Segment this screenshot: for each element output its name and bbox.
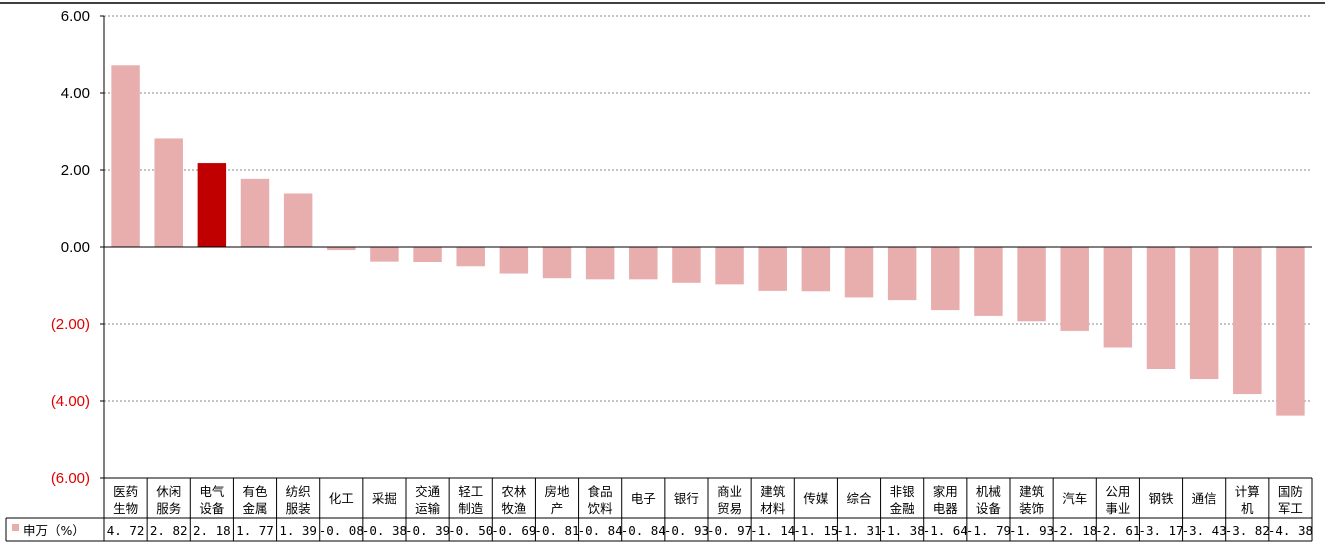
category-label: 建筑材料	[760, 484, 786, 516]
bar	[1017, 247, 1046, 322]
y-tick-label: 0.00	[61, 239, 90, 256]
value-label: -1. 64	[923, 523, 968, 538]
category-label: 农林牧渔	[501, 484, 527, 516]
y-tick-label: (4.00)	[51, 393, 90, 410]
value-label: -1. 93	[1009, 523, 1054, 538]
axes	[100, 15, 1312, 479]
category-label: 家用电器	[933, 484, 959, 516]
value-label: -0. 50	[448, 523, 493, 538]
y-tick-label: 2.00	[61, 162, 90, 179]
value-label: -0. 81	[534, 523, 579, 538]
bar	[1060, 247, 1089, 331]
category-label: 化工	[329, 491, 354, 506]
category-label: 电气设备	[199, 484, 225, 516]
y-tick-label: (6.00)	[51, 470, 90, 487]
bar	[111, 65, 140, 247]
value-label: -2. 18	[1052, 523, 1097, 538]
bar	[844, 247, 874, 298]
bar	[758, 247, 787, 291]
category-label: 商业贸易	[717, 484, 742, 516]
bar	[370, 247, 399, 262]
value-label: -0. 93	[664, 523, 709, 538]
category-label: 纺织服装	[286, 484, 311, 516]
value-label: -4. 38	[1268, 523, 1313, 538]
value-label: 2. 18	[193, 523, 231, 538]
category-label: 汽车	[1062, 491, 1087, 506]
bar	[585, 247, 615, 280]
bar	[197, 163, 227, 247]
gridlines	[104, 15, 1312, 402]
bar	[629, 247, 658, 280]
value-label: -1. 15	[793, 523, 838, 538]
category-label: 钢铁	[1148, 491, 1174, 506]
category-label: 交通运输	[415, 484, 441, 516]
category-label: 计算机	[1235, 484, 1260, 516]
value-label: 2. 82	[150, 523, 188, 538]
value-label: 1. 39	[279, 523, 317, 538]
category-label: 机械设备	[976, 484, 1002, 516]
category-label: 公用事业	[1105, 484, 1130, 516]
category-label: 有色金属	[242, 484, 268, 516]
value-label: -0. 39	[405, 523, 450, 538]
bar	[887, 247, 917, 301]
category-label: 通信	[1192, 491, 1217, 506]
category-label: 休闲服务	[156, 484, 181, 516]
bar	[456, 247, 485, 267]
bar	[154, 138, 183, 247]
bar	[1276, 247, 1305, 416]
category-label: 银行	[674, 491, 699, 506]
category-label: 食品饮料	[588, 484, 614, 516]
legend-swatch	[12, 524, 19, 531]
value-label: -3. 82	[1225, 523, 1270, 538]
category-label: 建筑装饰	[1019, 484, 1045, 516]
value-label: -2. 61	[1095, 523, 1140, 538]
value-label: -0. 69	[491, 523, 536, 538]
category-label: 国防军工	[1278, 484, 1303, 516]
bar	[283, 193, 313, 247]
bar	[931, 247, 960, 311]
bar	[1103, 247, 1133, 348]
bar	[542, 247, 572, 279]
bar	[1189, 247, 1219, 380]
category-label: 电子	[631, 491, 656, 506]
category-label: 房地产	[544, 484, 570, 516]
bar	[1146, 247, 1176, 370]
y-tick-label: 6.00	[61, 8, 90, 25]
value-label: -1. 79	[966, 523, 1011, 538]
y-tick-label: (2.00)	[51, 316, 90, 333]
value-label: 1. 77	[236, 523, 274, 538]
bar	[672, 247, 701, 283]
y-tick-label: 4.00	[61, 85, 90, 102]
value-label: -0. 38	[362, 523, 407, 538]
bars	[111, 65, 1305, 416]
value-label: -0. 08	[319, 523, 364, 538]
bar	[715, 247, 744, 285]
bar	[240, 178, 270, 247]
bar	[327, 247, 356, 251]
y-axis-ticks: 6.00 4.00 2.00 0.00 (2.00) (4.00) (6.00)	[51, 8, 90, 487]
value-label: -1. 38	[880, 523, 925, 538]
value-label: 4. 72	[107, 523, 145, 538]
value-label: -0. 84	[621, 523, 666, 538]
category-label: 传媒	[803, 491, 829, 506]
value-label: -1. 14	[750, 523, 795, 538]
category-label: 轻工制造	[458, 484, 484, 516]
category-label: 采掘	[372, 491, 397, 506]
value-label: -0. 84	[578, 523, 623, 538]
bar	[1233, 247, 1262, 395]
category-label: 非银金融	[890, 484, 916, 516]
value-label: -1. 31	[836, 523, 881, 538]
value-label: -3. 43	[1182, 523, 1227, 538]
bar	[499, 247, 529, 274]
value-label: -0. 97	[707, 523, 752, 538]
bar	[413, 247, 442, 263]
category-label: 医药生物	[113, 484, 138, 516]
category-label: 综合	[846, 491, 872, 506]
value-label: -3. 17	[1138, 523, 1183, 538]
bar	[801, 247, 831, 292]
legend-label: 申万（%）	[23, 523, 85, 538]
bar	[974, 247, 1003, 316]
